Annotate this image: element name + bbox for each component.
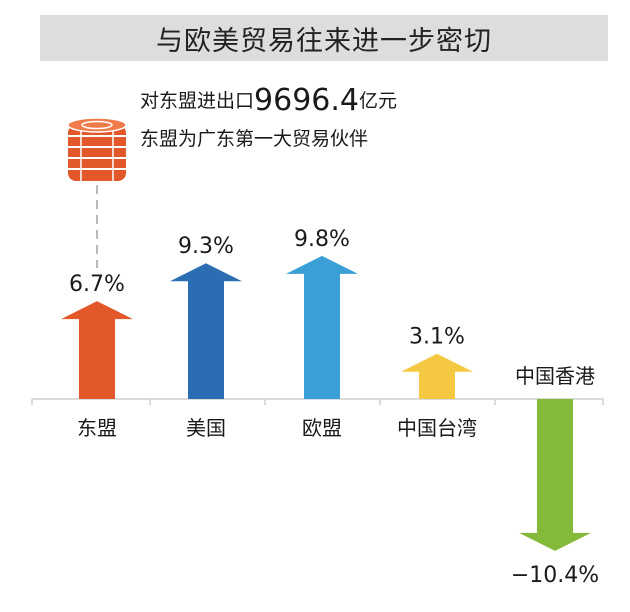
bar-arrow-2 <box>170 263 242 399</box>
title-banner: 与欧美贸易往来进一步密切 <box>40 15 608 61</box>
category-label: 欧盟 <box>302 416 342 440</box>
asean-partner-text: 东盟为广东第一大贸易伙伴 <box>140 128 369 150</box>
asean-trade-unit: 亿元 <box>359 90 398 112</box>
chart-title: 与欧美贸易往来进一步密切 <box>156 25 492 57</box>
bar-arrow-5 <box>519 399 591 551</box>
asean-partner-note: 东盟为广东第一大贸易伙伴 <box>140 124 368 154</box>
category-label: 美国 <box>186 416 226 440</box>
asean-trade-prefix: 对东盟进出口 <box>140 90 255 112</box>
bar-arrow-4 <box>401 353 473 399</box>
value-label: −10.4% <box>511 563 599 588</box>
value-label: 9.3% <box>178 234 234 259</box>
asean-trade-value: 9696.4 <box>254 83 359 118</box>
value-label: 6.7% <box>69 272 125 297</box>
bar-arrow-1 <box>61 301 133 399</box>
value-label: 3.1% <box>409 325 465 350</box>
value-label: 9.8% <box>294 227 350 252</box>
coin-stack-icon <box>67 117 127 268</box>
category-label: 中国台湾 <box>397 416 477 440</box>
category-label: 中国香港 <box>515 364 595 388</box>
category-label: 东盟 <box>77 416 117 440</box>
asean-trade-note: 对东盟进出口9696.4亿元 <box>140 86 397 116</box>
bar-arrow-3 <box>286 255 358 399</box>
